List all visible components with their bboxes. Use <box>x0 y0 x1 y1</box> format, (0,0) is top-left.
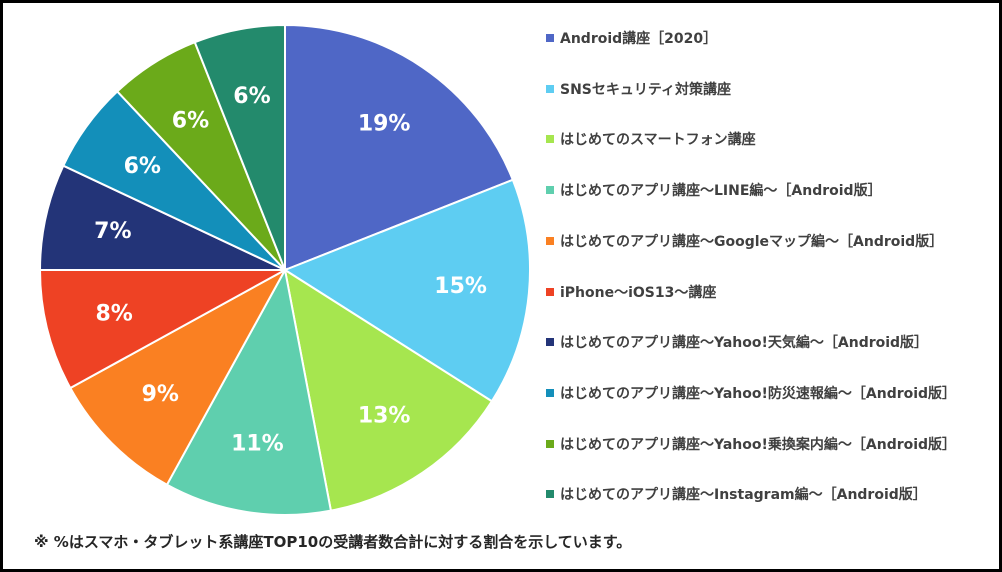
pie-data-label-6: 8% <box>95 301 132 326</box>
pie-data-label-8: 6% <box>124 154 161 179</box>
legend-label: はじめてのアプリ講座～Yahoo!天気編～［Android版］ <box>560 335 929 352</box>
pie-slice-3 <box>283 267 494 512</box>
legend-label: はじめてのアプリ講座～Googleマップ編～［Android版］ <box>560 233 944 250</box>
legend-item-2: SNSセキュリティ対策講座 <box>546 77 731 101</box>
pie-slice-2 <box>282 178 531 403</box>
legend-label: はじめてのアプリ講座～LINE編～［Android版］ <box>560 183 882 200</box>
legend-swatch <box>546 135 554 144</box>
pie-slice-1 <box>284 23 515 272</box>
legend-swatch <box>546 388 554 397</box>
legend-swatch <box>546 287 554 296</box>
legend-item-1: Android講座［2020］ <box>546 26 717 50</box>
legend-label: はじめてのスマートフォン講座 <box>560 132 756 149</box>
pie-data-label-5: 9% <box>142 382 179 407</box>
pie-data-label-7: 7% <box>94 219 131 244</box>
legend-item-10: はじめてのアプリ講座～Instagram編～［Android版］ <box>546 482 927 506</box>
legend-label: はじめてのアプリ講座～Yahoo!防災速報編～［Android版］ <box>560 385 957 402</box>
pie-data-label-10: 6% <box>233 84 270 109</box>
legend-swatch <box>546 34 554 42</box>
legend-item-5: はじめてのアプリ講座～Googleマップ編～［Android版］ <box>546 229 943 253</box>
pie-data-label-3: 13% <box>358 403 411 428</box>
pie-slice-10 <box>193 23 286 271</box>
pie-slice-5 <box>68 267 288 487</box>
legend-swatch <box>546 84 554 93</box>
legend-item-4: はじめてのアプリ講座～LINE編～［Android版］ <box>546 178 882 202</box>
legend-item-7: はじめてのアプリ講座～Yahoo!天気編～［Android版］ <box>546 330 928 354</box>
legend-item-8: はじめてのアプリ講座～Yahoo!防災速報編～［Android版］ <box>546 381 956 405</box>
pie-slice-7 <box>38 164 286 271</box>
pie-data-label-1: 19% <box>358 112 411 137</box>
pie-slice-4 <box>165 267 333 516</box>
pie-data-label-4: 11% <box>231 432 284 457</box>
legend-swatch <box>546 338 554 347</box>
legend-swatch <box>546 490 554 499</box>
pie-slice-6 <box>38 269 286 390</box>
legend-label: はじめてのアプリ講座～Yahoo!乗換案内編～［Android版］ <box>560 436 957 453</box>
legend-label: Android講座［2020］ <box>560 31 718 47</box>
pie-data-label-2: 15% <box>434 274 487 299</box>
legend-item-6: iPhone～iOS13～講座 <box>546 280 716 304</box>
legend-swatch <box>546 439 554 448</box>
pie-data-label-9: 6% <box>172 109 209 134</box>
legend-item-3: はじめてのスマートフォン講座 <box>546 127 756 151</box>
legend-label: iPhone～iOS13～講座 <box>560 284 717 301</box>
legend-label: SNSセキュリティ対策講座 <box>560 81 732 98</box>
legend-swatch <box>546 186 554 195</box>
legend-swatch <box>546 236 554 245</box>
legend-item-9: はじめてのアプリ講座～Yahoo!乗換案内編～［Android版］ <box>546 432 956 456</box>
footnote: ※ %はスマホ・タブレット系講座TOP10の受講者数合計に対する割合を示していま… <box>34 533 632 551</box>
legend-label: はじめてのアプリ講座～Instagram編～［Android版］ <box>560 487 927 504</box>
